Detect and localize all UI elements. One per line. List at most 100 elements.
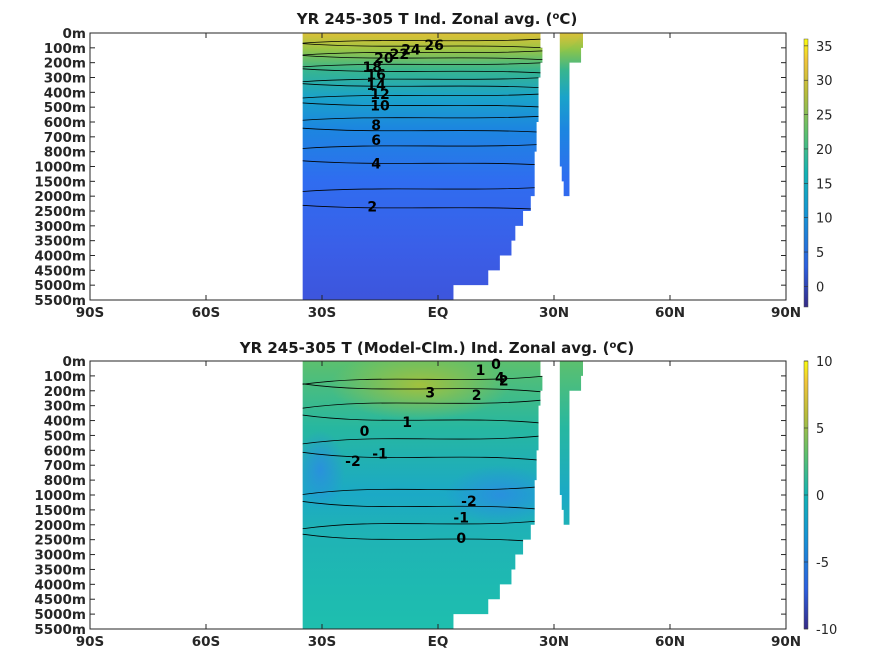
- y-tick-label: 4000m: [34, 577, 86, 593]
- y-tick-label: 0m: [63, 354, 86, 370]
- y-tick-label: 500m: [44, 100, 86, 116]
- y-tick-label: 4500m: [34, 592, 86, 608]
- x-tick-label: 30N: [539, 305, 569, 321]
- isoline: [302, 93, 547, 99]
- colorbar-tick-label: 5: [816, 422, 824, 437]
- colorbar-tick-label: 0: [816, 489, 824, 504]
- panel-1-y-axis: 0m100m200m300m400m500m600m700m800m1000m1…: [34, 26, 786, 309]
- isoline: [302, 127, 547, 133]
- y-tick-label: 5000m: [34, 607, 86, 623]
- contour-label: 2: [472, 388, 482, 404]
- contour-label: 12: [370, 87, 389, 103]
- contour-label: 26: [424, 38, 443, 54]
- contour-label: -1: [453, 510, 469, 526]
- isoline: [302, 485, 547, 496]
- isoline: [302, 54, 547, 61]
- contour-label: 4: [371, 157, 381, 173]
- colorbar-tick-label: -10: [816, 623, 837, 638]
- x-tick-label: 90S: [76, 305, 105, 321]
- y-tick-label: 300m: [44, 71, 86, 87]
- contour-label: 14: [366, 78, 386, 94]
- y-tick-label: 4500m: [34, 263, 86, 279]
- contour-label: 0: [491, 357, 501, 373]
- isoline: [302, 375, 547, 386]
- panel-1-colorbar-ticks: 35 30 25 20 15 10 5 0: [804, 40, 833, 295]
- isoline: [302, 435, 547, 445]
- contour-label: 18: [363, 60, 382, 76]
- y-tick-label: 2000m: [34, 189, 86, 205]
- isoline: [302, 102, 547, 108]
- y-tick-label: 200m: [44, 56, 86, 72]
- y-tick-label: 0m: [63, 26, 86, 42]
- panel-2-title: YR 245-305 T (Model-Clm.) Ind. Zonal avg…: [239, 339, 635, 357]
- contour-label: 1: [476, 363, 486, 379]
- y-tick-label: 1500m: [34, 174, 86, 190]
- colorbar-tick-label: -5: [816, 556, 829, 571]
- y-tick-label: 400m: [44, 85, 86, 101]
- x-tick-label: 90N: [771, 634, 801, 650]
- contour-label: 6: [371, 133, 381, 149]
- isoline: [302, 414, 547, 424]
- colorbar-tick-label: 0: [816, 280, 824, 295]
- y-tick-label: 2500m: [34, 204, 86, 220]
- panel-2-x-axis: 90S 60S 30S EQ 30N 60N 90N: [76, 361, 801, 650]
- contour-label: 24: [401, 42, 421, 58]
- y-tick-label: 700m: [44, 458, 86, 474]
- isoline: [302, 68, 547, 74]
- colorbar-tick-label: 20: [816, 143, 833, 158]
- y-tick-label: 3500m: [34, 234, 86, 250]
- isoline: [302, 77, 547, 83]
- x-tick-label: EQ: [428, 305, 449, 321]
- y-tick-label: 3500m: [34, 562, 86, 578]
- isoline: [302, 500, 547, 511]
- contour-label: -2: [345, 454, 361, 470]
- x-tick-label: 30N: [539, 634, 569, 650]
- contour-label: 16: [366, 68, 385, 84]
- y-tick-label: 300m: [44, 399, 86, 415]
- panel-2-contour-labels: 01 423 210-1-2-2-10: [345, 357, 508, 547]
- isoline: [302, 160, 547, 166]
- colorbar-tick-label: 10: [816, 212, 833, 227]
- contour-label: 20: [374, 51, 394, 67]
- panel-1-x-axis: 90S 60S 30S EQ 30N 60N 90N: [76, 33, 801, 321]
- y-tick-label: 5500m: [34, 293, 86, 309]
- panel-2: YR 245-305 T (Model-Clm.) Ind. Zonal avg…: [34, 339, 837, 650]
- x-tick-label: 90N: [771, 305, 801, 321]
- contour-label: 2: [367, 200, 377, 216]
- y-tick-label: 500m: [44, 428, 86, 444]
- isoline: [302, 451, 547, 462]
- colorbar-tick-label: 5: [816, 246, 824, 261]
- y-tick-label: 600m: [44, 115, 86, 131]
- y-tick-label: 800m: [44, 473, 86, 489]
- y-tick-label: 200m: [44, 384, 86, 400]
- x-tick-label: 90S: [76, 634, 105, 650]
- isoline: [302, 115, 547, 121]
- y-tick-label: 2000m: [34, 518, 86, 534]
- y-tick-label: 800m: [44, 145, 86, 161]
- colorbar-tick-label: 30: [816, 74, 833, 89]
- isoline: [302, 382, 547, 393]
- isoline: [302, 533, 547, 544]
- contour-label: 10: [370, 99, 390, 115]
- contour-label: 8: [371, 118, 381, 134]
- contour-label: 3: [425, 385, 435, 401]
- contour-label: 1: [402, 415, 412, 431]
- colorbar-tick-label: 35: [816, 40, 833, 55]
- colorbar-tick-label: 10: [816, 355, 833, 370]
- y-tick-label: 2500m: [34, 533, 86, 549]
- contour-label: -2: [461, 494, 477, 510]
- y-tick-label: 100m: [44, 369, 86, 385]
- colorbar-tick-label: 15: [816, 177, 833, 192]
- y-tick-label: 400m: [44, 414, 86, 430]
- isoline: [302, 519, 547, 530]
- y-tick-label: 100m: [44, 41, 86, 57]
- x-tick-label: EQ: [428, 634, 449, 650]
- isoline: [302, 50, 547, 56]
- isoline: [302, 399, 547, 410]
- isoline: [302, 62, 547, 68]
- contour-label: 22: [390, 47, 409, 63]
- panel-2-ocean-field: [302, 361, 583, 629]
- x-tick-label: 60N: [655, 634, 685, 650]
- panel-1-colorbar: [803, 38, 809, 308]
- y-tick-label: 3000m: [34, 219, 86, 235]
